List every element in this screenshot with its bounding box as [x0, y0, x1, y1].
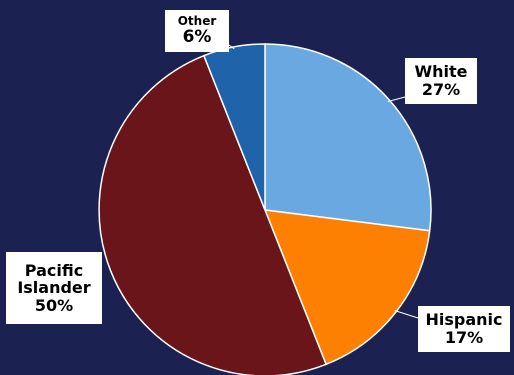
- label-other-name: Other: [177, 14, 217, 29]
- pie-slice-white: [264, 43, 432, 232]
- leader-line-other: [228, 44, 235, 50]
- label-pacific-pct: 50%: [34, 295, 74, 315]
- leader-lines: [228, 44, 419, 319]
- label-white-name: White: [414, 62, 468, 82]
- leader-line-white: [387, 96, 406, 103]
- pie-slice-other: [202, 43, 266, 211]
- data-label-hispanic: Hispanic 17%: [418, 306, 510, 352]
- data-label-white: White 27%: [405, 58, 477, 104]
- label-hispanic-pct: 17%: [444, 328, 484, 347]
- data-label-pacific-islander: Pacific Islander 50%: [6, 252, 102, 324]
- label-hispanic-name: Hispanic: [425, 310, 503, 330]
- label-pacific-name-1: Pacific: [24, 260, 84, 280]
- data-label-other: Other 6%: [165, 10, 229, 52]
- pie-slices: [98, 43, 432, 375]
- label-white-pct: 27%: [421, 80, 461, 99]
- pie-slice-pacific-islander: [98, 54, 328, 375]
- label-other-pct: 6%: [182, 27, 212, 48]
- pie-slice-hispanic: [263, 209, 431, 366]
- label-pacific-name-2: Islander: [17, 278, 91, 298]
- leader-line-hispanic: [394, 310, 419, 319]
